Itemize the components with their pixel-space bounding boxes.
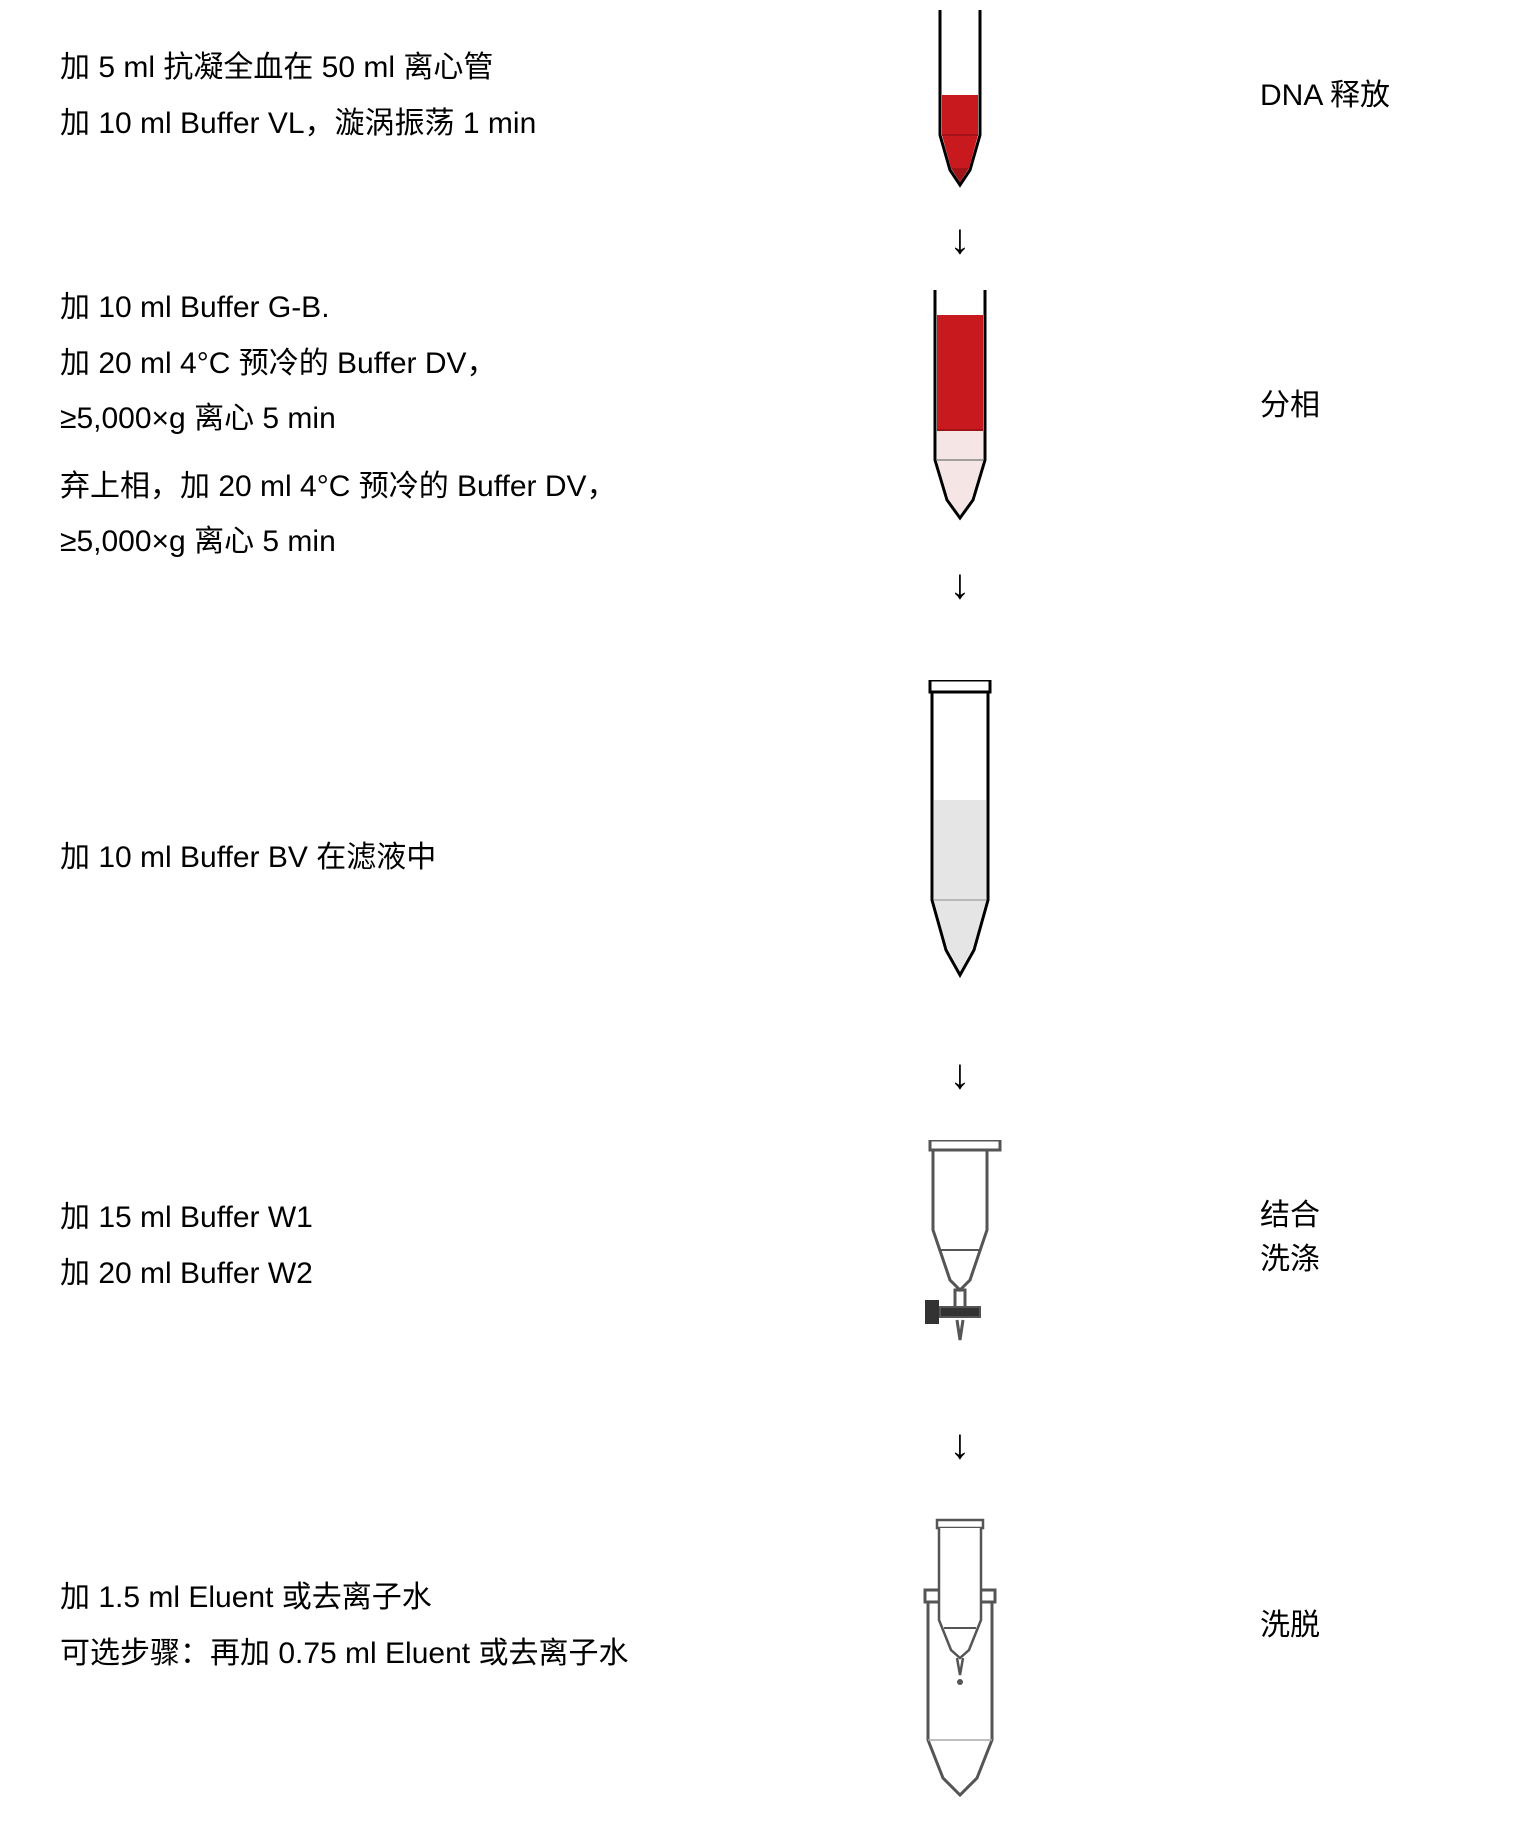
arrow3: ↓ [950,1050,971,1098]
step3-line1: 加 10 ml Buffer BV 在滤液中 [60,830,780,886]
step5-right: 洗脱 [1260,1600,1320,1644]
step1-text: 加 5 ml 抗凝全血在 50 ml 离心管 加 10 ml Buffer VL… [60,40,780,151]
step4-line2: 加 20 ml Buffer W2 [60,1246,780,1302]
column-diagram [885,1140,1035,1370]
arrow-down-icon: ↓ [950,560,971,607]
arrow-down-icon: ↓ [950,1050,971,1097]
step2-right: 分相 [1260,380,1320,424]
tube3-diagram [900,680,1020,990]
step3-text: 加 10 ml Buffer BV 在滤液中 [60,830,780,886]
arrow2: ↓ [950,560,971,608]
elution-diagram [895,1510,1025,1800]
step4-text: 加 15 ml Buffer W1 加 20 ml Buffer W2 [60,1190,780,1301]
arrow-down-icon: ↓ [950,1420,971,1467]
step1-right: DNA 释放 [1260,70,1390,114]
step2-text: 加 10 ml Buffer G-B. 加 20 ml 4°C 预冷的 Buff… [60,280,780,570]
step2-line4: 弃上相，加 20 ml 4°C 预冷的 Buffer DV， [60,459,780,515]
arrow4: ↓ [950,1420,971,1468]
step2-line2: 加 20 ml 4°C 预冷的 Buffer DV， [60,336,780,392]
arrow-down-icon: ↓ [950,215,971,262]
step2-line5: ≥5,000×g 离心 5 min [60,514,780,570]
step5-text: 加 1.5 ml Eluent 或去离子水 可选步骤：再加 0.75 ml El… [60,1570,780,1681]
step2-line3: ≥5,000×g 离心 5 min [60,391,780,447]
step1-line2: 加 10 ml Buffer VL，漩涡振荡 1 min [60,96,780,152]
step5-line1: 加 1.5 ml Eluent 或去离子水 [60,1570,780,1626]
step4-right: 结合 洗涤 [1260,1190,1320,1278]
arrow1: ↓ [950,215,971,263]
step2-line1: 加 10 ml Buffer G-B. [60,280,780,336]
step5-line2: 可选步骤：再加 0.75 ml Eluent 或去离子水 [60,1626,780,1682]
tube2-diagram [905,290,1015,530]
step4-line1: 加 15 ml Buffer W1 [60,1190,780,1246]
step1-line1: 加 5 ml 抗凝全血在 50 ml 离心管 [60,40,780,96]
tube1-diagram [905,10,1015,200]
